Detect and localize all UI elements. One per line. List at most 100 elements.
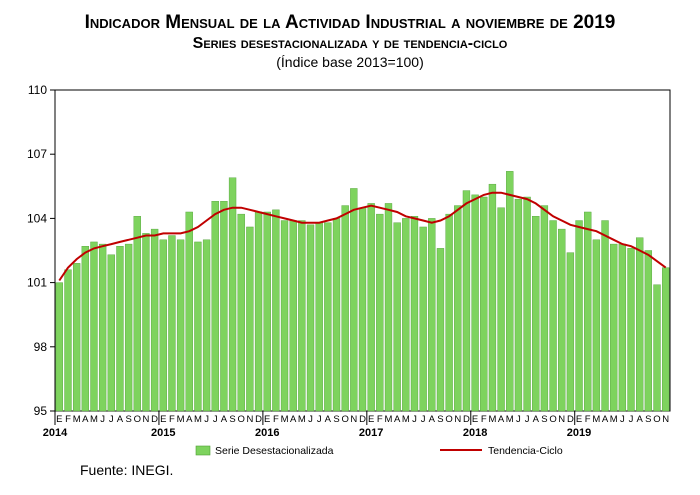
data-bar xyxy=(549,220,557,412)
x-year-label: 2018 xyxy=(463,427,487,439)
x-month-label: M xyxy=(73,414,81,425)
data-bar xyxy=(142,233,150,412)
x-month-label: J xyxy=(620,414,625,425)
x-month-label: N xyxy=(246,414,253,425)
x-month-label: E xyxy=(160,414,166,425)
x-month-label: S xyxy=(645,414,651,425)
data-bar xyxy=(653,284,661,412)
x-month-label: J xyxy=(213,414,218,425)
x-month-label: F xyxy=(481,414,487,425)
x-month-label: A xyxy=(186,414,193,425)
data-bar xyxy=(202,239,211,412)
x-month-label: A xyxy=(429,414,436,425)
data-bar xyxy=(358,207,367,412)
data-bar xyxy=(315,222,323,412)
data-bar xyxy=(72,263,81,412)
data-bar xyxy=(662,267,670,412)
x-month-label: A xyxy=(394,414,401,425)
data-bar xyxy=(289,220,297,412)
x-month-label: F xyxy=(169,414,175,425)
x-month-label: M xyxy=(592,414,600,425)
x-month-label: S xyxy=(333,414,339,425)
x-month-label: J xyxy=(109,414,114,425)
data-bar xyxy=(419,226,427,412)
x-month-label: M xyxy=(298,414,306,425)
data-bar xyxy=(540,205,549,412)
data-bar xyxy=(584,211,592,412)
data-bar xyxy=(324,222,332,412)
x-month-label: E xyxy=(472,414,478,425)
data-bar xyxy=(220,201,228,412)
x-month-label: A xyxy=(82,414,89,425)
y-tick-label: 95 xyxy=(34,404,48,418)
x-month-label: A xyxy=(290,414,297,425)
data-bar xyxy=(480,196,488,412)
data-bar xyxy=(246,226,254,412)
x-month-label: M xyxy=(281,414,289,425)
x-year-label: 2015 xyxy=(151,427,175,439)
data-bar xyxy=(263,211,271,412)
data-bar xyxy=(592,239,601,412)
data-bar xyxy=(514,198,523,412)
x-month-label: J xyxy=(317,414,322,425)
data-bar xyxy=(636,237,644,412)
data-bar xyxy=(211,201,219,412)
x-month-label: A xyxy=(533,414,540,425)
data-bar xyxy=(644,250,653,412)
data-bar xyxy=(610,243,618,412)
x-month-label: F xyxy=(273,414,279,425)
data-bar xyxy=(272,209,280,412)
data-bar xyxy=(116,246,124,412)
x-month-label: A xyxy=(117,414,124,425)
x-month-label: N xyxy=(350,414,357,425)
x-month-label: J xyxy=(629,414,634,425)
y-tick-label: 98 xyxy=(34,340,48,354)
data-bar xyxy=(237,213,245,412)
x-month-label: E xyxy=(368,414,374,425)
data-bar xyxy=(428,218,436,412)
data-bar xyxy=(194,241,202,412)
data-bar xyxy=(575,220,583,412)
data-bar xyxy=(436,248,445,412)
data-bar xyxy=(228,177,237,412)
x-year-label: 2014 xyxy=(43,427,68,439)
trend-line xyxy=(58,191,667,282)
x-month-label: E xyxy=(576,414,582,425)
chart-header: Indicador Mensual de la Actividad Indust… xyxy=(0,12,700,71)
data-bar xyxy=(107,254,115,412)
x-year-label: 2019 xyxy=(567,427,591,439)
x-month-label: O xyxy=(549,414,556,425)
data-bar xyxy=(133,216,141,412)
x-month-label: E xyxy=(56,414,62,425)
data-bar xyxy=(471,194,479,412)
x-month-label: A xyxy=(602,414,609,425)
legend-label-line: Tendencia-Ciclo xyxy=(488,445,563,457)
data-bar xyxy=(306,224,315,412)
x-month-label: D xyxy=(359,414,366,425)
x-month-label: F xyxy=(585,414,591,425)
x-month-label: N xyxy=(662,414,669,425)
data-bar xyxy=(601,220,609,412)
x-month-label: O xyxy=(445,414,452,425)
x-month-label: D xyxy=(567,414,574,425)
data-bar xyxy=(168,235,176,412)
x-month-label: M xyxy=(177,414,185,425)
data-bar xyxy=(497,207,505,412)
x-month-label: N xyxy=(454,414,461,425)
x-month-label: J xyxy=(525,414,530,425)
x-month-label: J xyxy=(516,414,521,425)
source-note: Fuente: INEGI. xyxy=(80,462,174,478)
data-bar xyxy=(393,222,401,412)
data-bar xyxy=(341,205,349,412)
data-bar xyxy=(618,243,627,412)
chart-note: (Índice base 2013=100) xyxy=(276,54,424,70)
data-bar xyxy=(98,243,107,412)
data-bar xyxy=(532,216,540,412)
data-bar xyxy=(506,171,514,412)
data-bar xyxy=(462,190,471,412)
y-tick-label: 110 xyxy=(28,83,47,97)
data-bar xyxy=(523,196,531,412)
x-year-label: 2016 xyxy=(255,427,279,439)
x-month-label: E xyxy=(264,414,270,425)
legend-swatch-bar xyxy=(195,445,211,456)
